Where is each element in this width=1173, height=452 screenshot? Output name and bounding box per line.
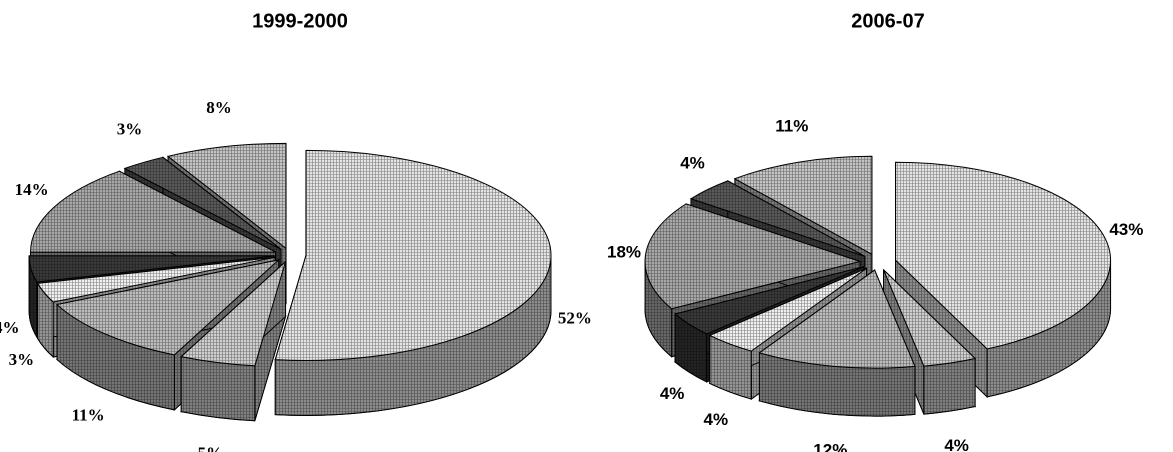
slice-top-texture	[37, 257, 275, 303]
chart-title: 1999-2000	[252, 10, 348, 32]
chart-title: 2006-07	[851, 10, 924, 32]
slice-outer-wall-texture	[57, 304, 175, 410]
slice-outer-wall-texture	[987, 260, 1111, 397]
slice	[274, 149, 552, 416]
slice-top-texture	[124, 157, 282, 250]
slice-outer-wall-texture	[923, 358, 976, 415]
slice-top-texture	[275, 150, 552, 361]
data-label: 4%	[703, 410, 728, 429]
slice-top-texture	[895, 162, 1111, 349]
slice-top-texture	[690, 180, 865, 257]
data-label: 18%	[607, 242, 641, 261]
slice-top-texture	[709, 268, 867, 352]
slice	[758, 269, 916, 417]
slice-top-texture	[675, 266, 864, 334]
data-label: 5%	[198, 443, 224, 452]
data-label: 4%	[660, 384, 685, 403]
slice	[180, 260, 287, 422]
slice-outer-wall-texture	[29, 255, 37, 337]
slice-outer-wall-texture	[675, 314, 707, 382]
data-label: 4%	[680, 153, 705, 172]
slice-top-texture	[167, 143, 287, 249]
slice-outer-wall-texture	[645, 261, 672, 357]
slice-top-texture	[29, 255, 275, 282]
slice-top-texture	[883, 269, 976, 367]
data-label: 3%	[117, 120, 143, 139]
data-label: 3%	[9, 350, 35, 369]
slice-top-texture	[30, 171, 276, 253]
data-label: 11%	[775, 117, 808, 136]
data-label: 4%	[944, 436, 969, 452]
slice-outer-wall-texture	[759, 352, 915, 417]
slice-top-texture	[645, 203, 861, 309]
data-label: 52%	[558, 308, 592, 327]
slice-top-texture	[181, 261, 286, 366]
slice-outer-wall-texture	[275, 255, 551, 416]
slice-outer-wall-texture	[709, 335, 752, 400]
slice-top-texture	[759, 270, 915, 369]
slice-outer-wall-texture	[181, 356, 255, 421]
slice-top-texture	[57, 259, 279, 355]
data-label: 8%	[206, 98, 232, 117]
slice-top-texture	[734, 156, 872, 255]
data-label: 43%	[1109, 220, 1143, 239]
data-label: 12%	[813, 440, 847, 452]
data-label: 11%	[72, 405, 105, 424]
slice-outer-wall-texture	[37, 283, 54, 358]
data-label: 4%	[0, 318, 20, 337]
data-label: 14%	[15, 180, 49, 199]
